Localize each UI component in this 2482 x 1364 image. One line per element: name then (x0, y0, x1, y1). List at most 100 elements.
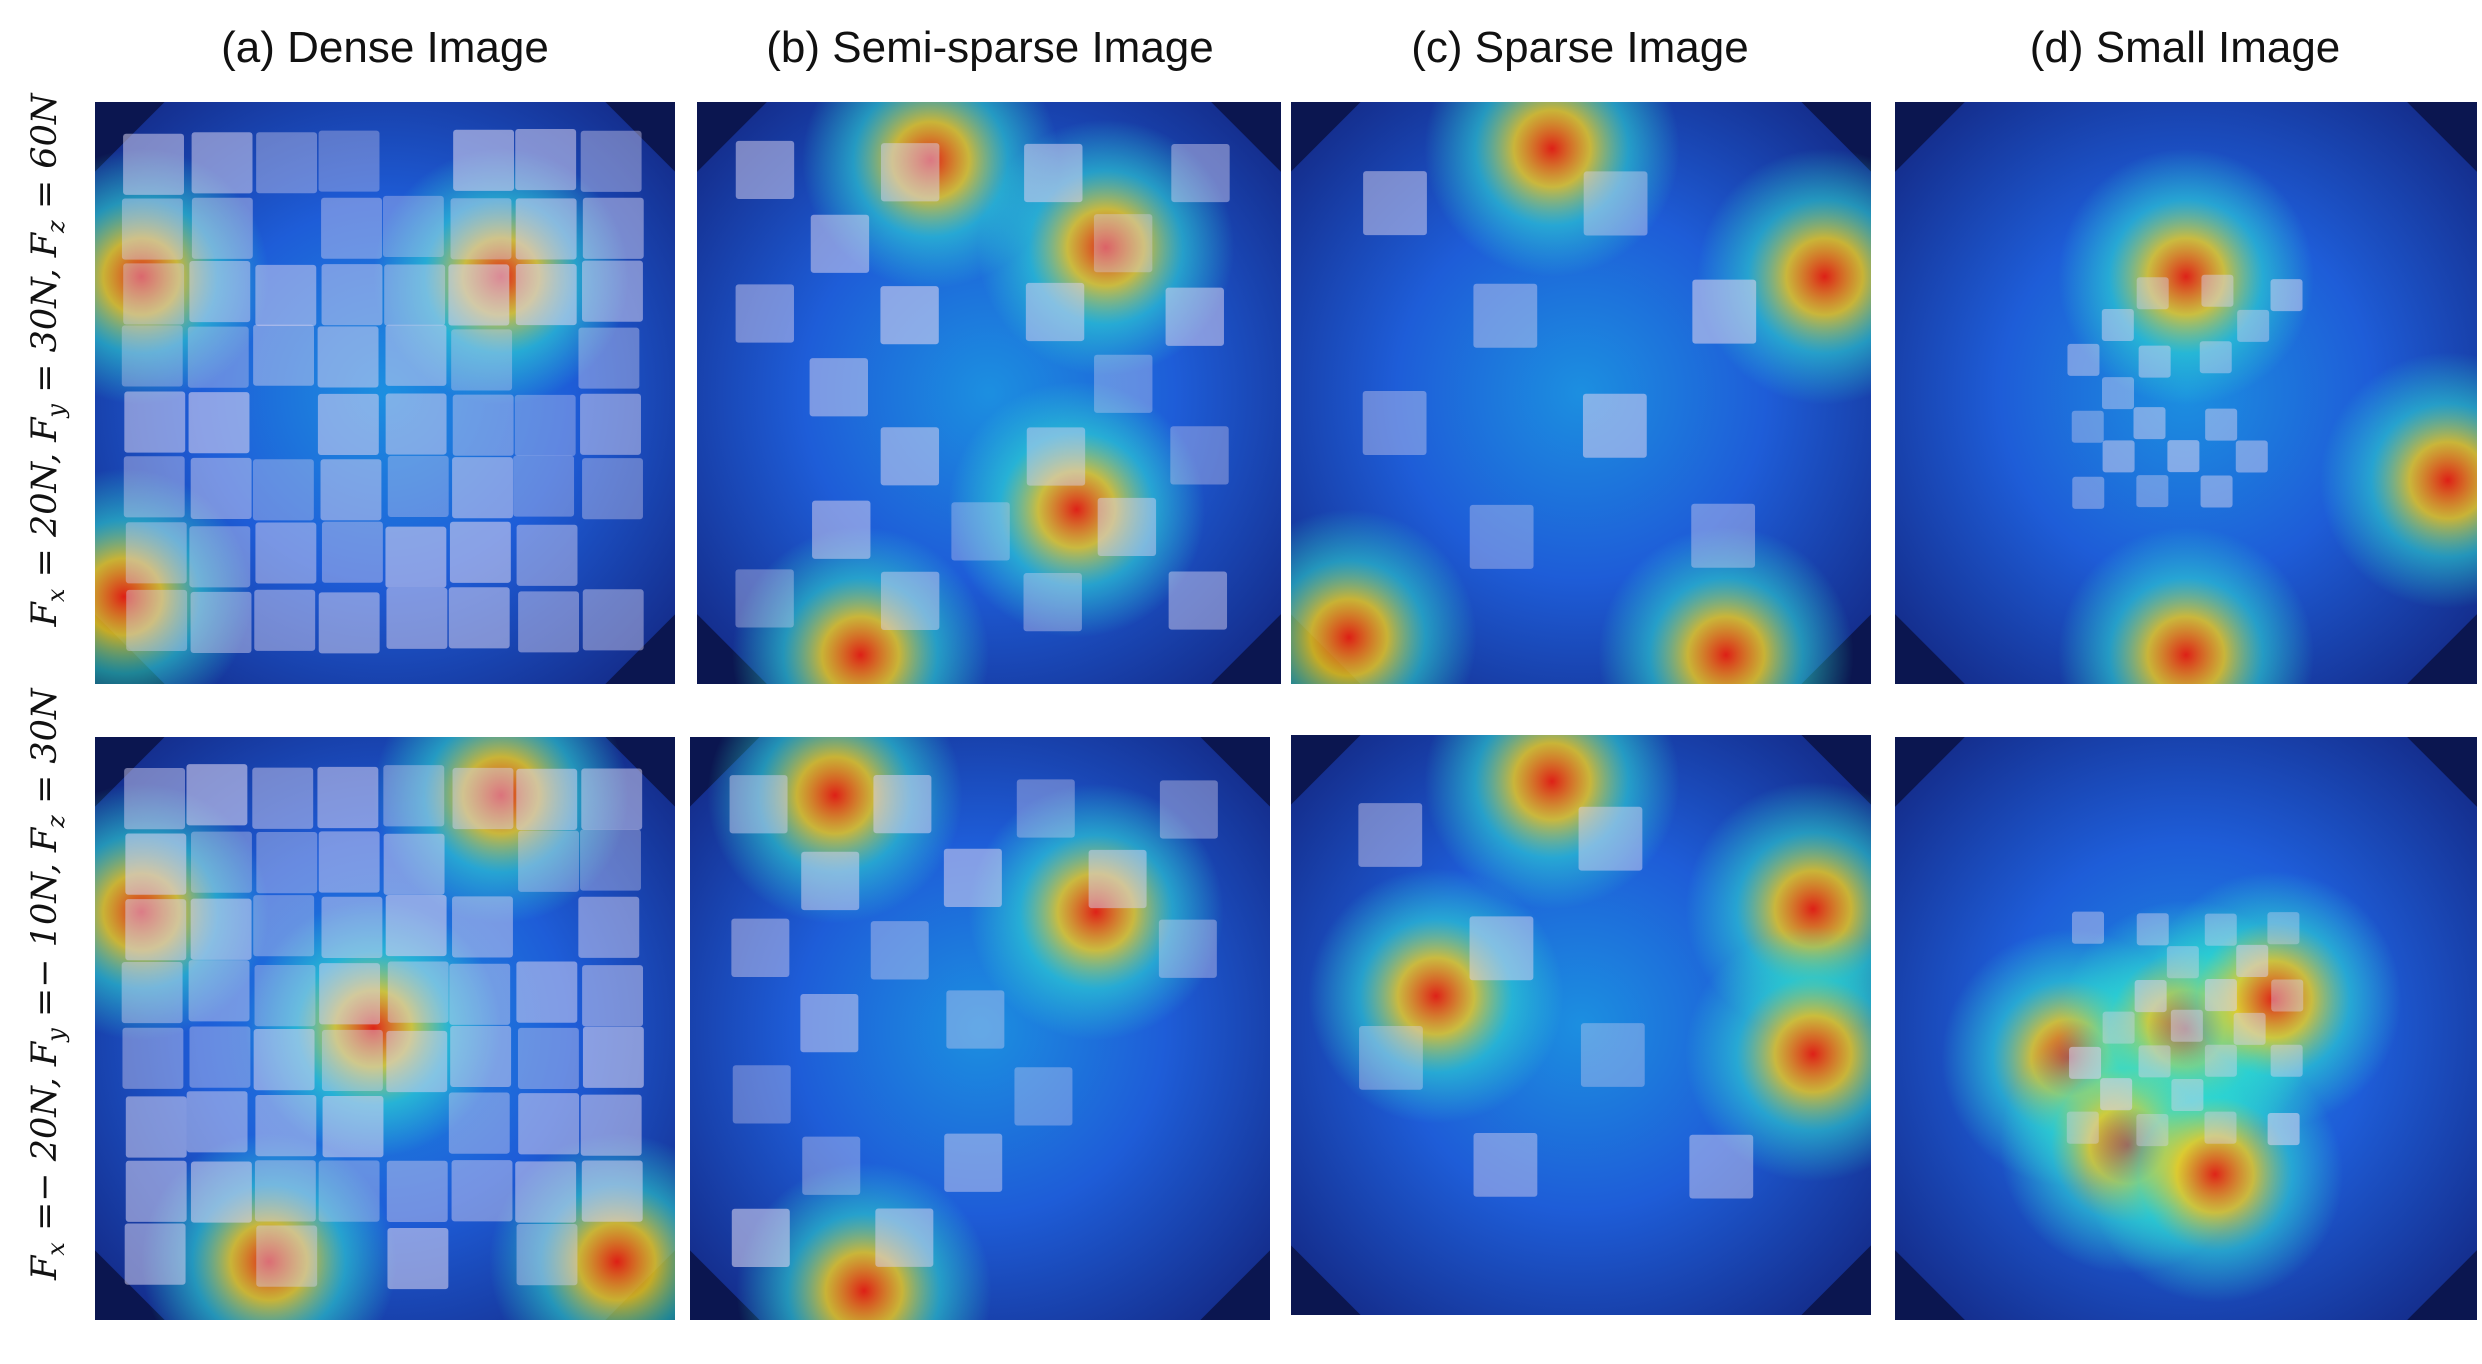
marker-patch (735, 140, 795, 200)
marker-patch (448, 1092, 510, 1154)
column-title-dense: (a) Dense Image (221, 23, 549, 72)
marker-patch (2102, 440, 2135, 473)
heatmap-overlay (1291, 102, 1871, 684)
marker-patch (190, 898, 252, 960)
marker-patch (1359, 1025, 1423, 1090)
marker-patch (386, 587, 448, 649)
marker-patch (2166, 946, 2199, 979)
heatmap-overlay (95, 102, 675, 684)
marker-patch (319, 963, 381, 1025)
tray-corner (95, 102, 165, 172)
heat-hotspot (1424, 735, 1680, 909)
tray-corner (2407, 102, 2477, 172)
marker-patch (448, 264, 510, 326)
marker-patch (387, 455, 449, 517)
marker-patch (2134, 980, 2167, 1013)
marker-patch (121, 961, 183, 1024)
tray-corner (1801, 1245, 1871, 1315)
marker-patch (125, 522, 187, 584)
panel-semi-sparse-row1 (697, 102, 1281, 684)
marker-patch (1170, 426, 1229, 485)
marker-patch (1026, 427, 1086, 486)
marker-patch (2138, 345, 2171, 378)
marker-patch (513, 455, 575, 517)
heat-hotspot (2087, 1045, 2344, 1303)
marker-patch (2204, 1111, 2237, 1144)
heat-hotspot (1697, 148, 1871, 405)
marker-patch (2204, 913, 2237, 946)
tray-corner (1291, 1245, 1361, 1315)
marker-patch (2071, 410, 2104, 443)
marker-patch (190, 457, 252, 519)
marker-patch (125, 899, 187, 961)
marker-patch (2071, 911, 2105, 944)
marker-patch (317, 393, 379, 455)
marker-patch (1094, 354, 1153, 413)
marker-patch (581, 1160, 643, 1222)
marker-patch (254, 589, 316, 651)
marker-patch (452, 394, 514, 456)
marker-patch (578, 896, 640, 958)
marker-patch (189, 526, 251, 588)
marker-patch (124, 1223, 186, 1285)
marker-patch (318, 1160, 380, 1222)
marker-patch (1088, 849, 1147, 909)
heatmap-overlay (690, 737, 1270, 1320)
heat-hotspot (1598, 526, 1854, 684)
marker-patch (880, 143, 940, 202)
tray-corner (1895, 614, 1965, 684)
marker-patch (1582, 393, 1647, 458)
marker-patch (385, 324, 447, 386)
marker-patch (321, 521, 383, 583)
marker-patch (1362, 391, 1427, 456)
marker-patch (1014, 1067, 1073, 1126)
tray-corner (1895, 102, 1965, 172)
tray-corner (1895, 1250, 1965, 1320)
marker-patch (386, 1160, 448, 1223)
marker-patch (578, 327, 640, 389)
marker-patch (383, 765, 445, 827)
heat-hotspot (95, 468, 252, 684)
tray-corner (605, 614, 675, 684)
tray-corner (1291, 735, 1361, 805)
marker-patch (123, 133, 184, 195)
marker-patch (944, 1133, 1003, 1192)
tray-corner (605, 102, 675, 172)
heatmap-overlay (1291, 735, 1871, 1315)
heatmap-overlay (697, 102, 1281, 684)
marker-patch (255, 264, 317, 327)
marker-patch (870, 921, 929, 980)
marker-patch (880, 571, 940, 630)
marker-patch (1025, 282, 1085, 342)
marker-patch (321, 197, 382, 259)
marker-patch (256, 832, 318, 894)
heat-hotspot (95, 148, 269, 405)
marker-patch (1580, 1023, 1645, 1087)
marker-patch (880, 427, 940, 486)
marker-patch (2236, 944, 2269, 977)
marker-patch (2067, 343, 2100, 376)
column-title-small: (d) Small Image (2029, 23, 2341, 72)
marker-patch (2072, 476, 2105, 509)
marker-patch (387, 1227, 449, 1290)
tray-corner (1895, 737, 1965, 807)
marker-patch (255, 1094, 317, 1157)
marker-patch (2204, 1044, 2237, 1077)
marker-patch (2066, 1111, 2099, 1144)
marker-patch (385, 526, 447, 588)
marker-patch (2167, 440, 2200, 473)
marker-patch (382, 195, 444, 257)
marker-patch (191, 132, 253, 194)
marker-patch (2271, 979, 2304, 1012)
tray-corner (1200, 1250, 1270, 1320)
marker-patch (517, 1027, 579, 1090)
heat-hotspot (968, 783, 1224, 1041)
marker-patch (515, 129, 577, 191)
marker-patch (1473, 1133, 1538, 1197)
marker-patch (582, 260, 643, 322)
marker-patch (1578, 806, 1643, 871)
marker-patch (253, 1029, 315, 1091)
marker-patch (946, 990, 1005, 1049)
marker-patch (452, 457, 513, 519)
marker-patch (515, 264, 577, 326)
